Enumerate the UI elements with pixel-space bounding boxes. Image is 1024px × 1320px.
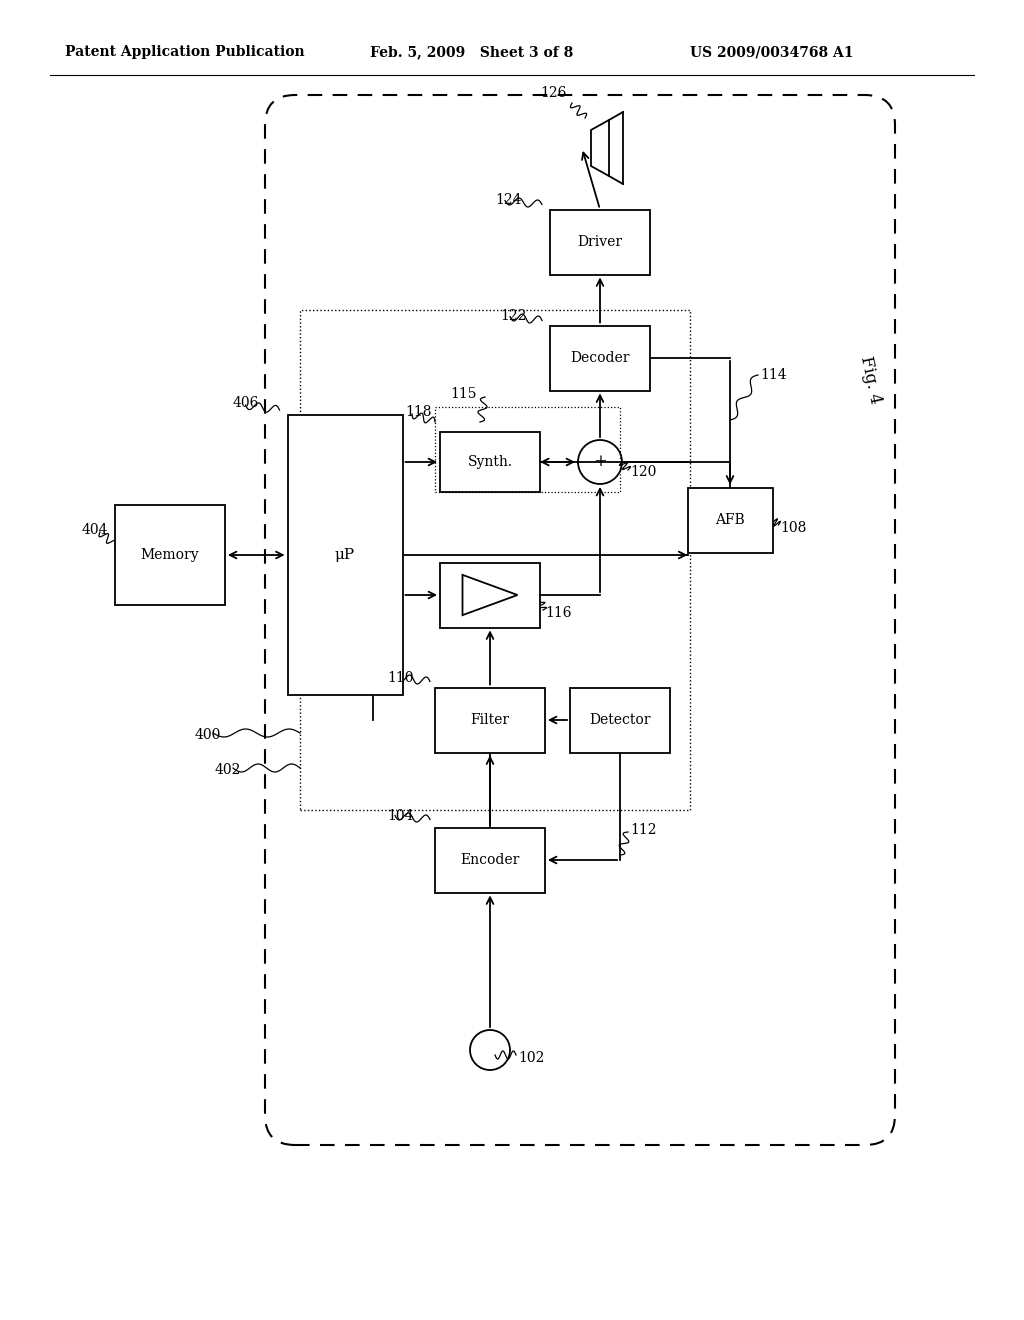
Text: 404: 404: [82, 523, 109, 537]
Bar: [435, 407, 620, 492]
Text: 108: 108: [780, 521, 807, 535]
Text: 102: 102: [518, 1051, 545, 1065]
Text: 126: 126: [540, 86, 566, 100]
Text: AFB: AFB: [715, 513, 744, 527]
Text: Synth.: Synth.: [467, 455, 513, 469]
Text: 118: 118: [406, 405, 431, 418]
Bar: [687, 487, 772, 553]
Text: Feb. 5, 2009   Sheet 3 of 8: Feb. 5, 2009 Sheet 3 of 8: [370, 45, 573, 59]
Text: 124: 124: [495, 193, 521, 206]
Text: Filter: Filter: [470, 713, 510, 727]
Bar: [550, 210, 650, 275]
Bar: [300, 310, 690, 810]
Bar: [288, 414, 402, 696]
Text: Fig. 4: Fig. 4: [857, 355, 884, 405]
Bar: [440, 562, 540, 627]
Text: μP: μP: [335, 548, 355, 562]
Text: Memory: Memory: [140, 548, 200, 562]
Text: 400: 400: [195, 729, 221, 742]
Bar: [435, 688, 545, 752]
Text: 110: 110: [387, 671, 414, 685]
Text: Encoder: Encoder: [461, 853, 520, 867]
Bar: [440, 432, 540, 492]
Text: 112: 112: [630, 822, 656, 837]
Text: US 2009/0034768 A1: US 2009/0034768 A1: [690, 45, 853, 59]
Bar: [570, 688, 670, 752]
Text: 122: 122: [500, 309, 526, 322]
Text: Patent Application Publication: Patent Application Publication: [65, 45, 304, 59]
Text: 114: 114: [760, 368, 786, 381]
Bar: [115, 506, 225, 605]
Text: Detector: Detector: [589, 713, 650, 727]
Text: 120: 120: [630, 465, 656, 479]
Text: Driver: Driver: [578, 235, 623, 249]
Bar: [435, 828, 545, 892]
Text: 406: 406: [232, 396, 259, 411]
Text: Decoder: Decoder: [570, 351, 630, 366]
Text: 116: 116: [545, 606, 571, 620]
Text: 402: 402: [215, 763, 242, 777]
Text: 115: 115: [450, 387, 476, 401]
Bar: [550, 326, 650, 391]
Text: +: +: [593, 454, 607, 470]
Text: 104: 104: [387, 808, 414, 822]
